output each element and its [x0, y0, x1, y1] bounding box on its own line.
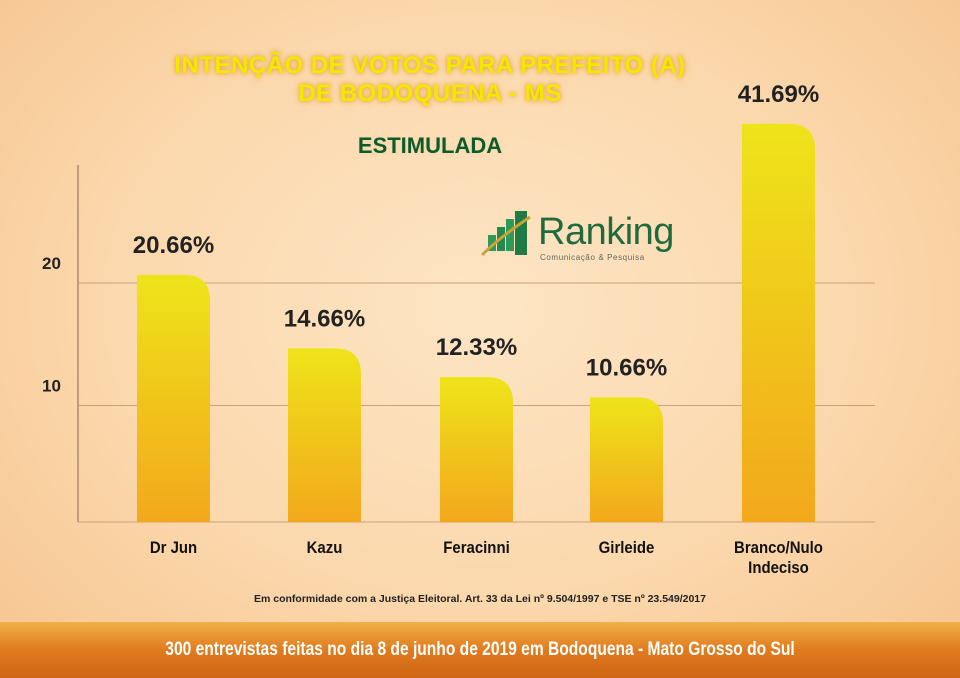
data-label: 12.33%: [436, 334, 517, 361]
logo-name: Ranking: [538, 211, 674, 253]
bar: [742, 123, 815, 522]
chart-title-line2: DE BODOQUENA - MS: [298, 80, 562, 107]
y-tick-label: 10: [42, 377, 61, 396]
logo-tagline: Comunicação & Pesquisa: [540, 253, 645, 262]
ranking-logo-icon: [480, 211, 531, 257]
legal-note: Em conformidade com a Justiça Eleitoral.…: [254, 593, 706, 605]
bar: [590, 397, 663, 522]
bar-chart: 10 20 20.66% Dr Jun 14.66% Kazu 12.33% Feracinn…: [42, 81, 875, 577]
chart-subtitle: ESTIMULADA: [357, 133, 503, 158]
chart-title-line1: INTENÇÃO DE VOTOS PARA PREFEITO (A): [174, 52, 686, 79]
ranking-logo: Ranking Comunicação & Pesquisa: [480, 205, 674, 265]
data-label: 14.66%: [284, 305, 365, 332]
footer-banner-text: 300 entrevistas feitas no dia 8 de junho…: [165, 639, 795, 660]
x-category-label: Dr Jun: [150, 539, 197, 557]
bar: [288, 348, 361, 522]
x-category-label: Indeciso: [748, 559, 809, 577]
bar: [137, 274, 210, 522]
bar: [440, 376, 513, 522]
y-tick-label: 20: [42, 254, 61, 273]
data-label: 10.66%: [586, 354, 667, 381]
x-category-label: Feracinni: [443, 539, 509, 557]
x-category-label: Branco/Nulo: [734, 539, 823, 557]
data-label: 20.66%: [133, 232, 214, 259]
footer-banner: 300 entrevistas feitas no dia 8 de junho…: [0, 622, 960, 678]
x-category-label: Girleide: [599, 539, 655, 557]
data-label: 41.69%: [738, 81, 819, 108]
x-category-label: Kazu: [307, 539, 343, 557]
